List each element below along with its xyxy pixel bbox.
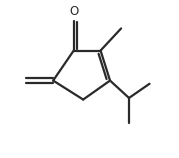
Text: O: O: [69, 5, 78, 18]
